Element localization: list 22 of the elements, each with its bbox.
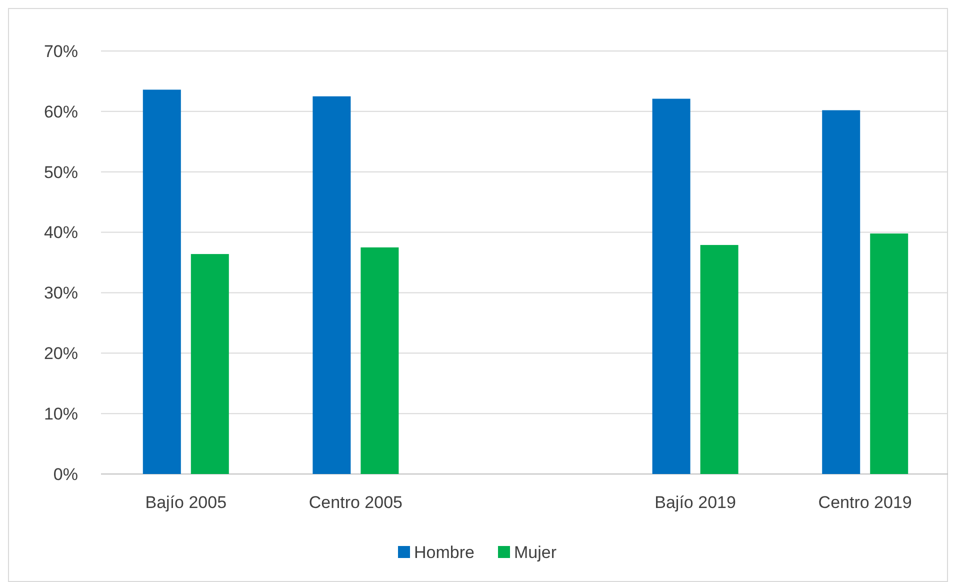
y-tick-label: 40%: [44, 223, 78, 242]
y-tick-label: 30%: [44, 284, 78, 303]
x-tick-label: Centro 2005: [308, 493, 402, 512]
bar: [190, 254, 229, 474]
legend-label: Hombre: [414, 543, 474, 562]
x-tick-label: Bajío 2005: [145, 493, 227, 512]
x-tick-label: Centro 2019: [818, 493, 912, 512]
y-tick-label: 50%: [44, 162, 78, 182]
bar: [700, 244, 738, 474]
x-tick-label: Bajío 2019: [654, 493, 736, 512]
legend-label: Mujer: [514, 543, 557, 562]
bar: [360, 247, 399, 474]
y-tick-label: 0%: [53, 464, 78, 484]
bar: [312, 96, 351, 474]
y-tick-label: 10%: [44, 404, 78, 424]
bar: [142, 90, 181, 474]
y-tick-label: 60%: [44, 102, 78, 122]
y-tick-label: 70%: [44, 42, 78, 61]
bar: [652, 98, 690, 474]
bar: [822, 110, 860, 474]
y-tick-label: 20%: [44, 344, 78, 364]
bar: [870, 233, 908, 474]
